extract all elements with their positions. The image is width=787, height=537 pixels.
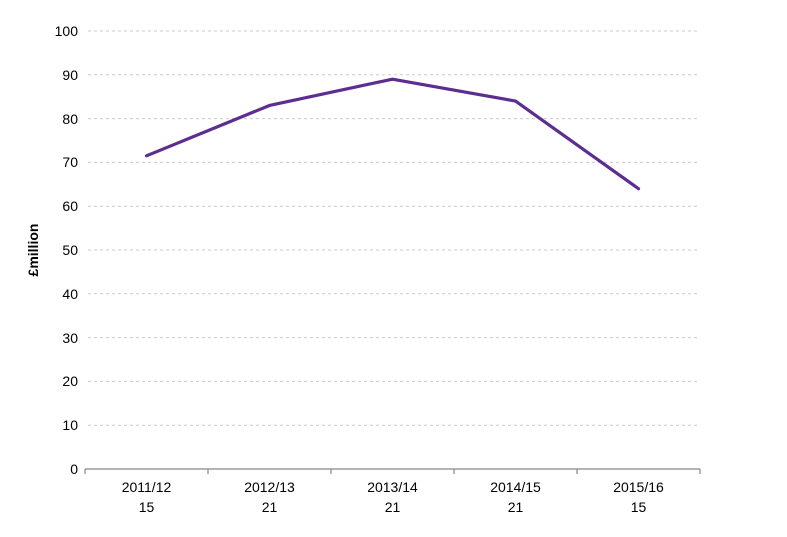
y-tick-label: 0 [70, 461, 78, 477]
y-tick-label: 100 [54, 23, 78, 39]
x-tick-label: 2011/12 15 [121, 479, 172, 515]
y-tick-label: 20 [62, 373, 78, 390]
y-tick-label: 60 [62, 198, 78, 215]
x-tick-label: 2013/14 21 [367, 479, 418, 515]
y-tick-label: 90 [62, 66, 78, 83]
y-tick-label: 40 [62, 285, 78, 302]
data-line-series-1 [144, 77, 641, 191]
y-tick-label: 80 [62, 110, 78, 127]
x-tick-label: 2014/15 21 [490, 479, 541, 515]
x-tick-label: 2015/16 15 [613, 479, 664, 515]
y-tick-label: 10 [62, 417, 78, 434]
y-tick-label: 50 [62, 242, 78, 258]
y-tick-label: 30 [62, 329, 78, 346]
y-tick-label: 70 [62, 154, 78, 171]
x-tick-label: 2012/13 21 [244, 479, 295, 515]
